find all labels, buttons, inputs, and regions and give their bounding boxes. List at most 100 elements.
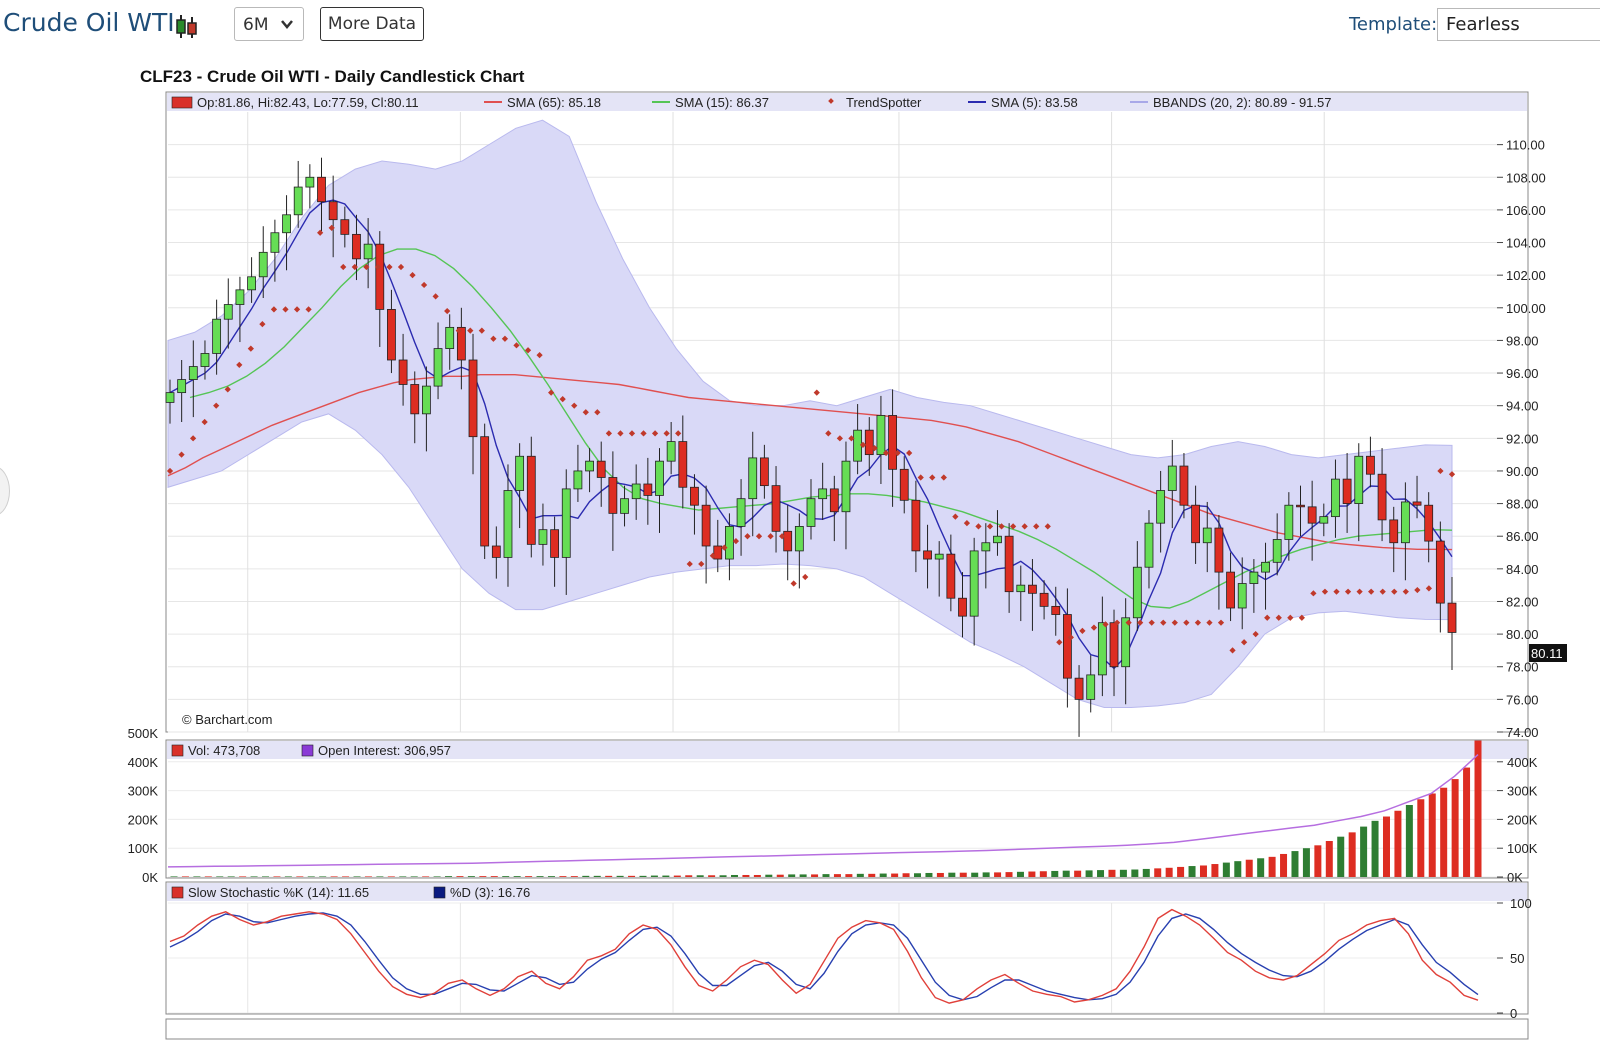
candle-down [1366, 455, 1375, 475]
price-tick-label: 100.00 [1506, 301, 1546, 316]
volume-bar-up [696, 875, 704, 877]
volume-bar-down [1428, 793, 1436, 877]
trendspotter-dot [1171, 619, 1178, 626]
trendspotter-dot [1275, 614, 1282, 621]
trendspotter-dot [444, 307, 451, 315]
more-data-button[interactable]: More Data [320, 7, 424, 41]
candle-up [725, 526, 734, 560]
volume-bar-down [296, 876, 304, 877]
volume-bar-up [730, 874, 738, 877]
candle-up [876, 415, 886, 456]
candle-up [1331, 478, 1340, 518]
volume-bar-up [593, 875, 601, 877]
candlestick-icon[interactable] [175, 14, 199, 40]
candle-up [235, 289, 245, 305]
price-legend-bar [167, 93, 1527, 111]
volume-bar-down [1440, 787, 1448, 877]
volume-tick-label-right: 0K [1507, 870, 1523, 885]
volume-bar-up [445, 876, 453, 877]
trendspotter-dot [1252, 630, 1259, 638]
candle-up [853, 429, 863, 462]
candle-up [1097, 622, 1107, 676]
volume-bar-up [788, 874, 796, 877]
stochastic-lines [169, 908, 1479, 1004]
volume-bar-down [845, 874, 853, 877]
price-legend-label: SMA (65): 85.18 [507, 95, 601, 110]
candle-down [771, 485, 781, 532]
volume-bar-up [719, 875, 727, 877]
volume-legend-label: Vol: 473,708 [188, 743, 260, 758]
trendspotter-dot [1067, 634, 1074, 641]
candle-up [282, 214, 291, 234]
trendspotter-dot [1379, 588, 1386, 595]
template-select[interactable]: Fearless [1437, 8, 1600, 41]
volume-bar-down [342, 876, 350, 877]
price-tick-label: 84.00 [1506, 562, 1539, 577]
stochastic-y-axis: 100 50 0 [1497, 896, 1532, 1021]
volume-bar-down [422, 876, 430, 877]
candle-up [445, 326, 455, 349]
volume-bar-down [1005, 872, 1013, 877]
volume-bar-down [1177, 866, 1185, 877]
candle-up [247, 276, 256, 291]
candle-down [783, 530, 793, 552]
period-select[interactable]: 6M [234, 7, 304, 41]
trendspotter-dot [1448, 471, 1456, 478]
volume-bar-down [708, 875, 716, 877]
trendspotter-dot [189, 435, 197, 442]
trendspotter-dot [1356, 588, 1363, 595]
volume-bar-up [1051, 870, 1059, 877]
candle-down [923, 550, 932, 560]
trendspotter-dot [1217, 619, 1225, 626]
trendspotter-dot [1414, 586, 1421, 594]
price-legend-swatch [171, 96, 193, 109]
volume-bar-down [1417, 799, 1425, 877]
volume-bar-up [170, 876, 178, 877]
volume-bar-down [1268, 856, 1276, 877]
candle-down [526, 455, 536, 545]
volume-bar-up [982, 872, 990, 877]
chart-canvas: CLF23 - Crude Oil WTI - Daily Candlestic… [128, 67, 1567, 1040]
trendspotter-dot [478, 327, 485, 334]
volume-bar-down [811, 874, 819, 877]
volume-bar-down [833, 874, 841, 877]
trendspotter-dot [293, 306, 301, 313]
period-value: 6M [243, 15, 269, 35]
candle-down [468, 359, 478, 438]
candle-down [1412, 501, 1422, 506]
candle-down [1028, 584, 1037, 594]
candle-up [1202, 527, 1212, 544]
candle-up [561, 488, 571, 558]
trendspotter-dot [790, 580, 797, 587]
sto-tick-label: 100 [1510, 896, 1532, 911]
trendspotter-dot [975, 523, 982, 530]
candle-up [794, 526, 804, 552]
candle-down [759, 457, 769, 487]
candle-down [398, 359, 408, 385]
volume-tick-label-left: 200K [128, 812, 159, 827]
volume-tick-label-left: 0K [142, 870, 158, 885]
candle-down [1389, 519, 1399, 544]
volume-bar-down [525, 876, 533, 877]
trendspotter-dot [1206, 619, 1213, 626]
candle-up [993, 535, 1002, 544]
volume-tick-label-right: 400K [1507, 755, 1538, 770]
open-interest-line [167, 754, 1479, 868]
volume-bar-down [902, 873, 910, 877]
volume-panel: 500K 400K 300K 200K 100K 0K 400K 300K 200K 100K 0K… [128, 726, 1538, 885]
price-tick-label: 80.00 [1506, 627, 1539, 642]
candle-down [958, 597, 967, 617]
candle-down [701, 504, 711, 547]
volume-bar-down [685, 875, 693, 877]
volume-bar-up [1234, 861, 1242, 877]
sto-tick-label: 0 [1510, 1006, 1517, 1021]
volume-bar-up [1302, 848, 1310, 877]
candle-up [177, 379, 187, 394]
last-price-box [1529, 644, 1567, 662]
price-tick-label: 82.00 [1506, 594, 1539, 609]
candle-down [456, 326, 466, 361]
sto-tick-label: 50 [1510, 951, 1524, 966]
candle-up [655, 460, 664, 496]
volume-bar-up [1131, 869, 1139, 877]
trendspotter-dot [1102, 621, 1109, 628]
